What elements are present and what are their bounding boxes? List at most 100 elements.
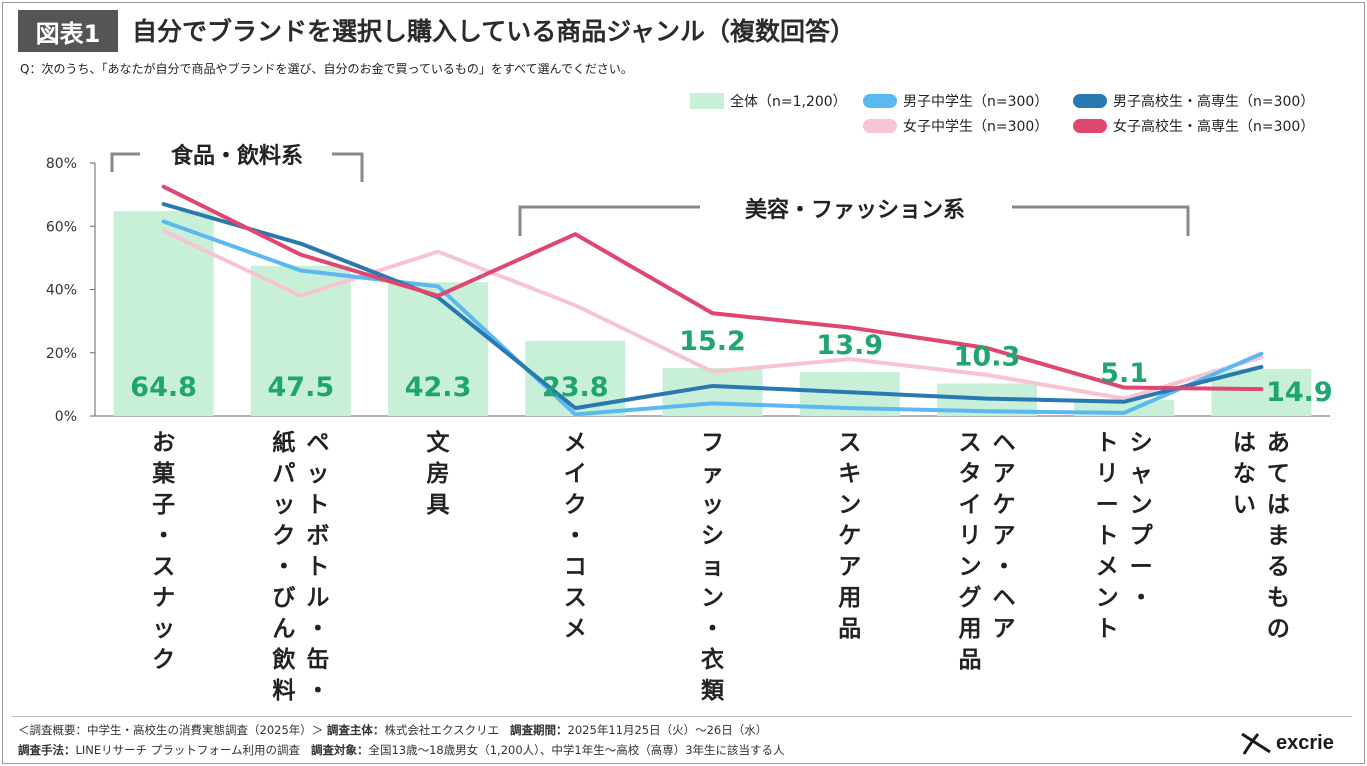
data-label: 5.1 (1100, 358, 1148, 389)
legend-label: 男子中学生（n=300） (903, 94, 1048, 110)
figure-badge: 図表1 (18, 10, 118, 52)
x-tick-label-char: ッ (701, 492, 724, 518)
x-tick-label-char: メ (1096, 554, 1119, 580)
x-tick-label-char: ト (1096, 616, 1119, 642)
y-tick-label: 20% (46, 346, 77, 362)
x-tick-label-char: ッ (272, 492, 295, 518)
x-tick-label-char: ク (564, 492, 587, 518)
data-label: 42.3 (405, 372, 472, 403)
x-tick-label-char: な (1233, 461, 1256, 487)
legend-swatch (690, 93, 724, 109)
logo-mark-icon (1241, 732, 1271, 755)
x-tick-label-char: ト (1096, 523, 1119, 549)
x-tick-label-char: 品 (838, 616, 861, 642)
beauty-group-label: 美容・ファッション系 (745, 197, 965, 223)
x-tick-label-char: ト (306, 554, 329, 580)
x-tick-label-char: 房 (427, 460, 450, 487)
x-tick-label-char: ヘ (992, 430, 1015, 456)
x-tick-label-char: あ (1267, 430, 1290, 456)
x-tick-label-char: ・ (306, 616, 329, 642)
x-tick-label-char: は (1267, 492, 1290, 518)
survey-owner-label: 調査主体： (326, 723, 385, 737)
x-tick-label-char: ャ (1130, 461, 1153, 487)
legend-swatch (1073, 94, 1107, 108)
footer-line-2: 調査手法：LINEリサーチ プラットフォーム利用の調査 調査対象：全国13歳～1… (18, 742, 785, 758)
x-tick-label-char: い (1233, 492, 1256, 518)
y-tick-label: 0% (55, 409, 77, 425)
x-tick-label-char: メ (564, 430, 587, 456)
x-tick-label-char: 類 (701, 678, 725, 704)
x-tick-label-char: ・ (152, 523, 175, 549)
x-tick-label-char: ン (1096, 585, 1119, 611)
food-group-label: 食品・飲料系 (171, 143, 303, 169)
x-tick-label-char: ン (1130, 492, 1153, 518)
x-tick-label-char: ス (564, 585, 587, 611)
data-label: 47.5 (268, 372, 335, 403)
x-tick-label-char: ケ (992, 492, 1015, 518)
x-tick-label-char: て (1267, 461, 1290, 487)
x-tick-label-char: ト (306, 492, 329, 518)
x-tick-label-char: る (1267, 554, 1290, 580)
x-tick-label-char: ー (1096, 492, 1119, 518)
excrie-logo: excrie (1240, 730, 1334, 756)
survey-method: LINEリサーチ プラットフォーム利用の調査 (75, 743, 300, 757)
legend-label: 女子高校生・高専生（n=300） (1113, 118, 1314, 135)
food-bracket-right (332, 152, 364, 182)
data-label: 15.2 (679, 326, 746, 357)
survey-owner: 株式会社エクスクリエ (384, 723, 500, 737)
x-tick-label-char: 具 (427, 492, 450, 518)
x-tick-label-char: タ (958, 461, 981, 487)
x-tick-label-char: お (152, 430, 175, 456)
x-tick-label-char: ア (992, 461, 1015, 487)
x-tick-label-char: ル (306, 585, 329, 611)
data-label: 14.9 (1266, 377, 1333, 408)
x-tick-label-char: ・ (306, 678, 329, 704)
question-text: Q：次のうち、「あなたが自分で商品やブランドを選び、自分のお金で買っているもの」… (20, 62, 633, 76)
x-tick-label-char: 料 (272, 678, 295, 704)
x-tick-label-char: 子 (152, 492, 175, 518)
x-tick-label-char: も (1267, 585, 1290, 611)
x-tick-label-char: ー (1130, 554, 1153, 580)
x-tick-label-char: ・ (272, 554, 295, 580)
x-tick-label-char: ク (272, 523, 295, 549)
x-tick-label-char: 用 (958, 616, 981, 642)
survey-period-label: 調査期間： (510, 723, 568, 737)
x-tick-label-char: ん (272, 616, 295, 642)
legend-swatch (863, 119, 897, 133)
x-tick-label-char: イ (564, 461, 587, 487)
x-tick-label-char: の (1267, 616, 1290, 642)
x-tick-label-char: 文 (427, 429, 451, 456)
x-tick-label-char: ッ (152, 616, 175, 642)
logo-text: excrie (1276, 731, 1334, 754)
x-tick-label-char: 衣 (701, 646, 724, 673)
y-tick-label: 80% (46, 156, 77, 172)
x-tick-label-char: イ (958, 492, 981, 518)
x-tick-label-char: キ (838, 461, 861, 487)
x-tick-label-char: ア (992, 616, 1015, 642)
x-tick-label-char: 品 (958, 647, 981, 673)
survey-target-label: 調査対象： (310, 743, 369, 757)
x-tick-label-char: ま (1267, 523, 1290, 549)
footer-line-1: ＜調査概要：中学生・高校生の消費実態調査（2025年）＞ 調査主体：株式会社エク… (18, 722, 767, 738)
legend-label: 男子高校生・高専生（n=300） (1113, 93, 1314, 110)
x-tick-label-char: フ (701, 430, 724, 456)
x-tick-label-char: ア (838, 554, 861, 580)
x-tick-label-char: ク (152, 647, 175, 673)
legend-swatch (863, 94, 897, 108)
x-tick-label-char: リ (958, 523, 981, 549)
x-tick-label-char: プ (1130, 523, 1154, 549)
footer-divider (12, 716, 1352, 717)
bar (388, 282, 489, 416)
data-label: 23.8 (542, 372, 609, 403)
x-tick-label-char: シ (701, 523, 724, 549)
beauty-bracket-right (1012, 205, 1190, 236)
survey-method-label: 調査手法： (18, 743, 76, 757)
x-tick-label-char: メ (564, 616, 587, 642)
series-line (161, 228, 1264, 401)
x-tick-label-char: ッ (306, 461, 329, 487)
series-line (161, 184, 1264, 392)
x-tick-label-char: 缶 (306, 646, 329, 673)
x-tick-label-char: ス (958, 430, 981, 456)
x-tick-label-char: シ (1130, 430, 1153, 456)
